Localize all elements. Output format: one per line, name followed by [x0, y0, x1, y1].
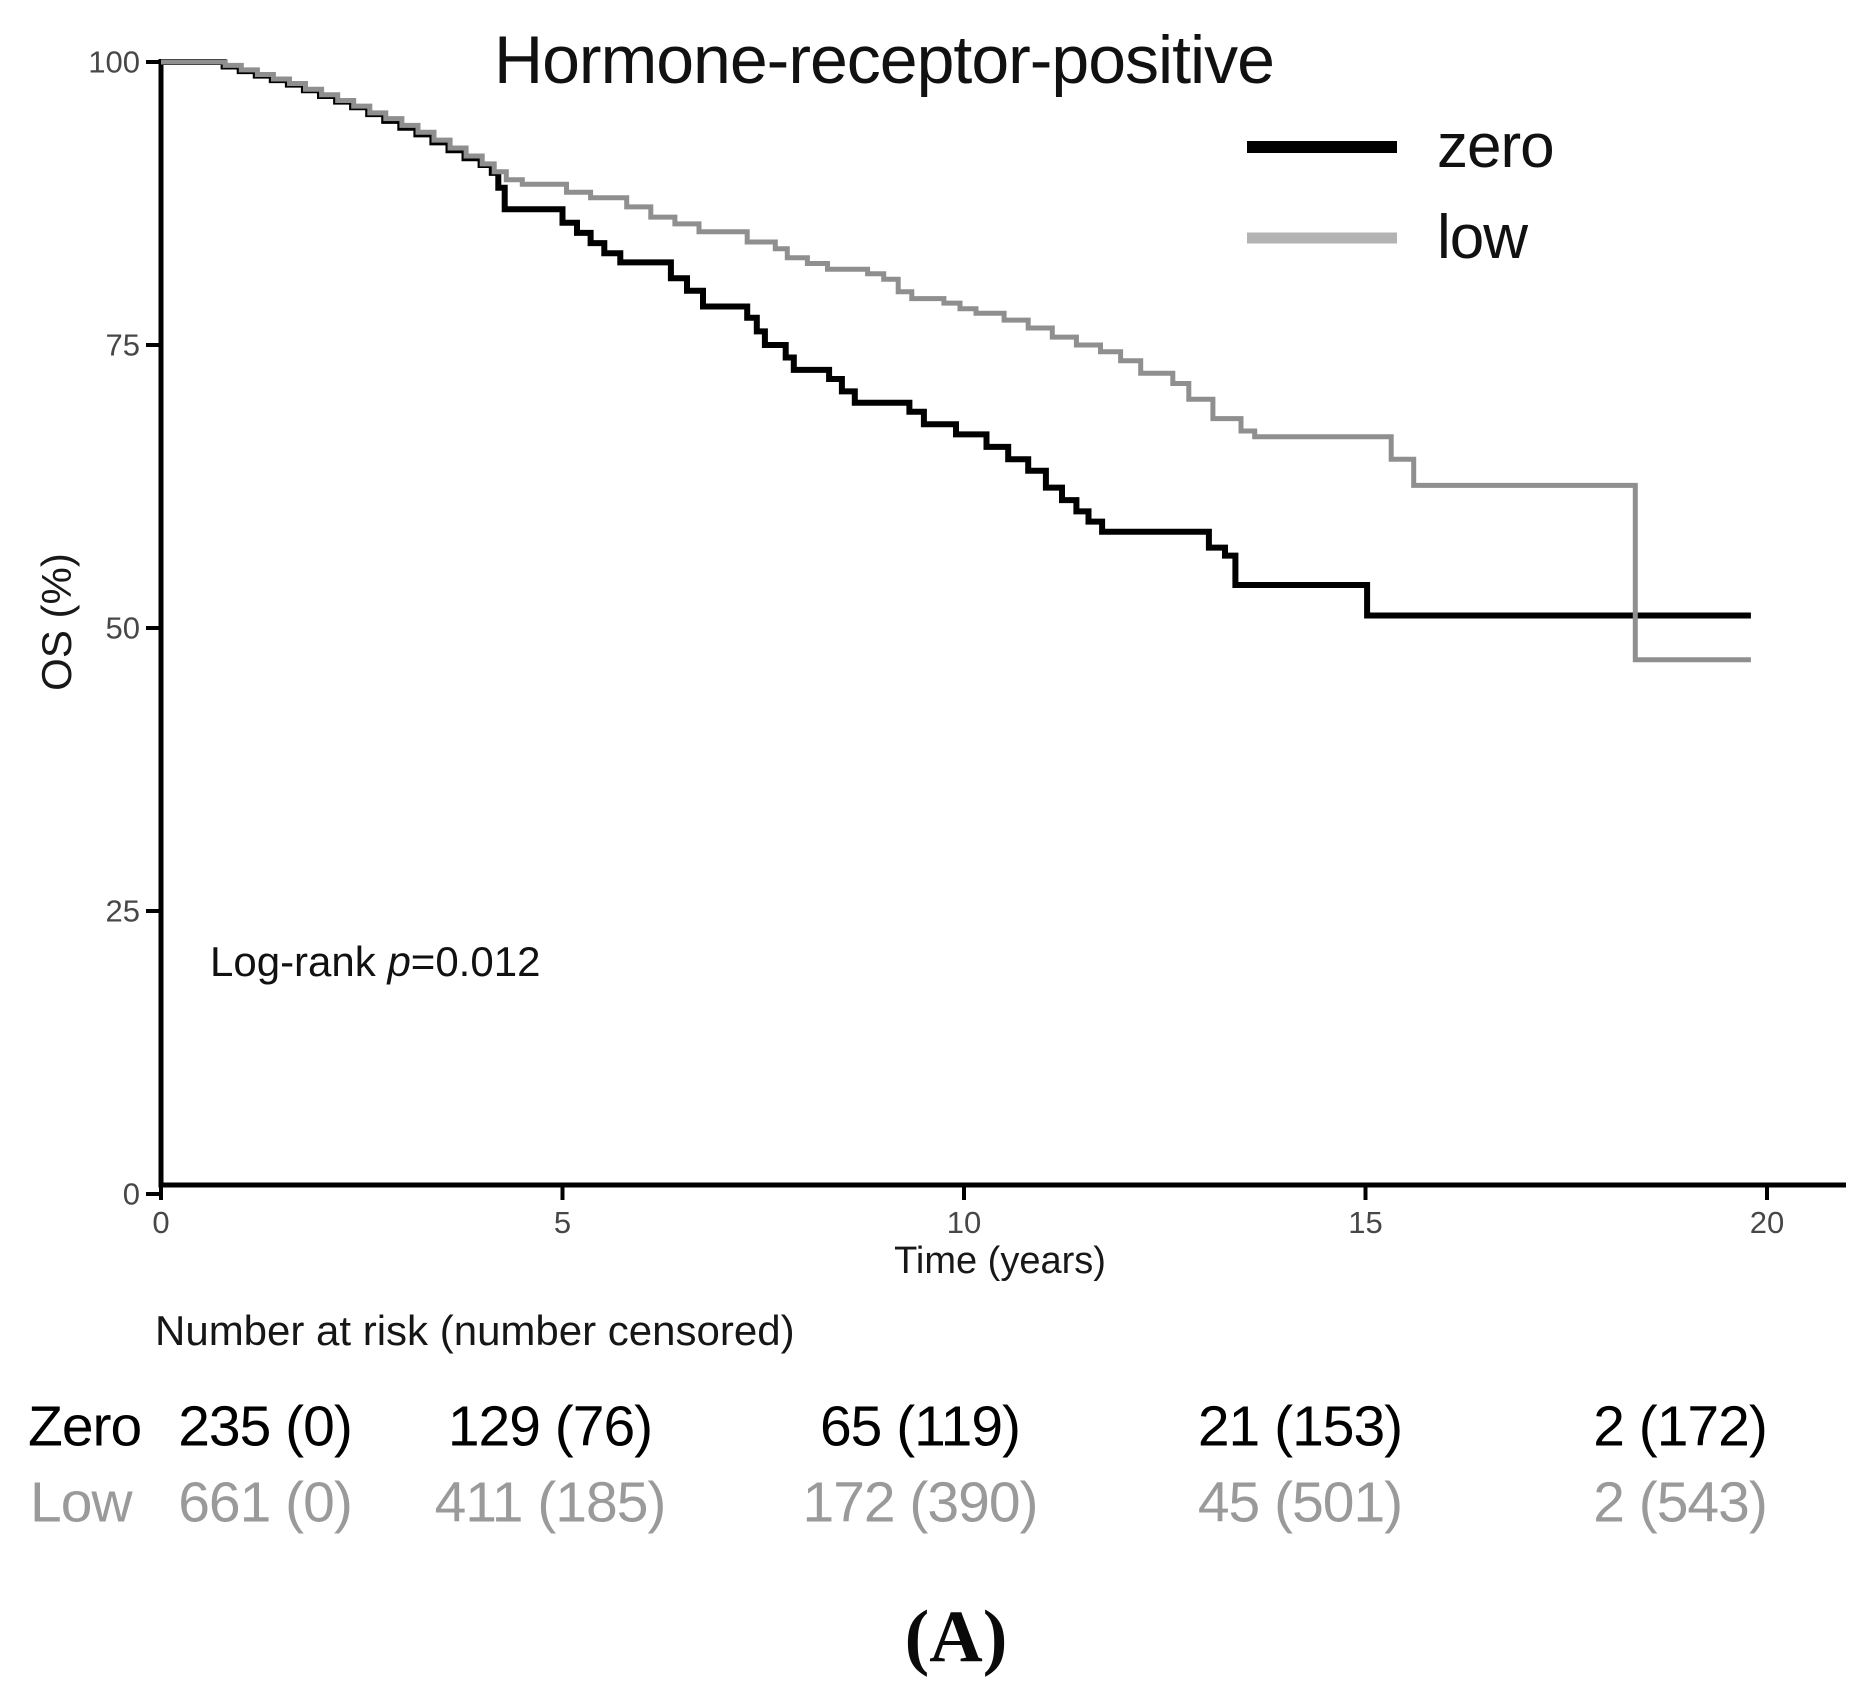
- log-rank-annotation: Log-rank p=0.012: [210, 941, 540, 983]
- risk-value-low-col0: 661 (0): [178, 1470, 353, 1535]
- y-tick-label-75: 75: [105, 327, 140, 363]
- legend-label-low: low: [1437, 203, 1528, 272]
- x-axis-title: Time (years): [894, 1240, 1106, 1282]
- risk-row-label-zero: Zero: [28, 1394, 142, 1459]
- log-rank-p-symbol: p: [387, 938, 411, 985]
- y-tick-label-25: 25: [105, 893, 140, 929]
- panel-label: (A): [904, 1596, 1008, 1678]
- risk-table-header: Number at risk (number censored): [155, 1307, 795, 1354]
- risk-value-low-col2: 172 (390): [802, 1470, 1038, 1535]
- risk-value-low-col1: 411 (185): [434, 1470, 667, 1535]
- legend-label-zero: zero: [1437, 112, 1555, 181]
- risk-value-low-col4: 2 (543): [1593, 1470, 1768, 1535]
- x-tick-label-15: 15: [1348, 1205, 1383, 1240]
- y-tick-label-0: 0: [122, 1176, 140, 1212]
- risk-value-zero-col1: 129 (76): [447, 1394, 653, 1459]
- risk-value-zero-col2: 65 (119): [819, 1394, 1021, 1459]
- y-tick-label-100: 100: [88, 44, 140, 80]
- x-tick-label-0: 0: [152, 1205, 170, 1240]
- x-tick-label-10: 10: [946, 1205, 982, 1240]
- risk-row-label-low: Low: [30, 1470, 133, 1535]
- km-curve-low: [161, 59, 1751, 663]
- risk-value-low-col3: 45 (501): [1197, 1470, 1403, 1535]
- log-rank-value: =0.012: [410, 938, 541, 985]
- risk-value-zero-col3: 21 (153): [1197, 1394, 1403, 1459]
- risk-value-zero-col0: 235 (0): [178, 1394, 353, 1459]
- x-tick-label-5: 5: [553, 1205, 572, 1240]
- y-tick-label-50: 50: [105, 610, 140, 646]
- risk-value-zero-col4: 2 (172): [1593, 1394, 1768, 1459]
- log-rank-prefix: Log-rank: [210, 938, 388, 985]
- chart-title: Hormone-receptor-positive: [494, 22, 1275, 98]
- x-tick-label-20: 20: [1749, 1205, 1785, 1240]
